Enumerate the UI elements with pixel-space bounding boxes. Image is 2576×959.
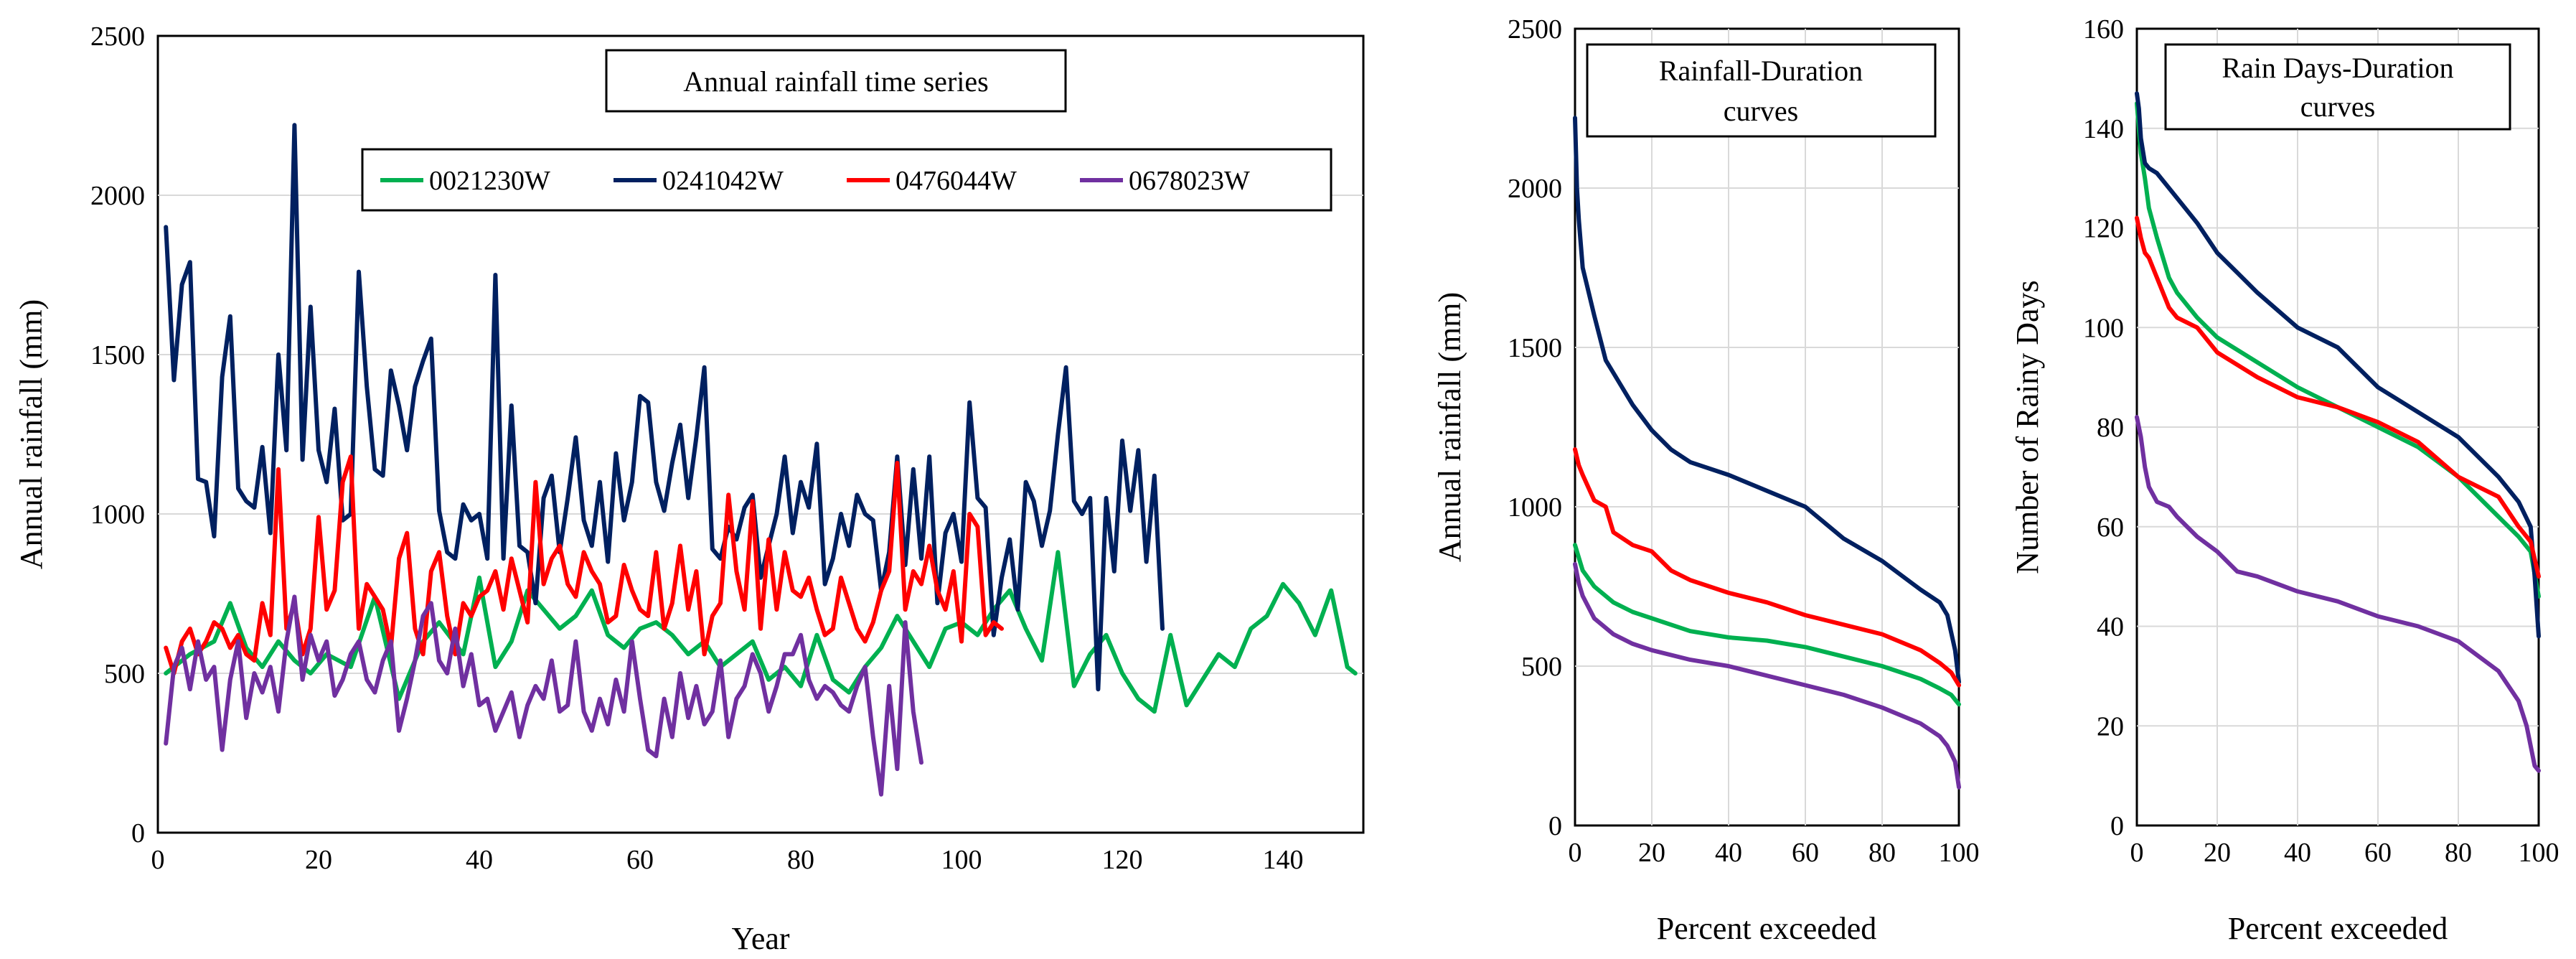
rainfall-duration-title-box: [1586, 43, 1937, 138]
rain-days-duration-chart: 0 20 40 60 80 100 0 20 40 60 80 100 120 140 160 Rain …: [2010, 14, 2559, 946]
rain-days-duration-y-tick-label: 40: [2097, 612, 2124, 642]
rain-days-duration-y-tick-label: 60: [2097, 513, 2124, 543]
rainfall-duration-y-tick-label: 1000: [1508, 492, 1562, 523]
time-series-series-line-0241042W: [164, 123, 1165, 692]
rain-days-duration-y-tick-label: 100: [2083, 313, 2124, 343]
legend-label-0021230W: 0021230W: [429, 166, 550, 196]
time-series-series-line-0476044W: [164, 454, 1004, 675]
time-series-x-tick-label: 40: [466, 845, 493, 875]
rain-days-duration-title-line-2: curves: [2300, 90, 2375, 123]
time-series-title: Annual rainfall time series: [683, 65, 988, 98]
time-series-title-box: [605, 49, 1067, 113]
rainfall-duration-x-tick-label: 40: [1715, 838, 1742, 868]
rainfall-duration-x-tick-label: 80: [1868, 838, 1896, 868]
time-series-x-tick-label: 140: [1263, 845, 1304, 875]
rainfall-duration-y-tick-label: 2500: [1508, 14, 1562, 45]
rain-days-duration-y-tick-label: 140: [2083, 114, 2124, 144]
rain-days-duration-title-line-1: Rain Days-Duration: [2222, 52, 2453, 84]
rainfall-duration-series-line-0678023W: [1573, 561, 1961, 790]
rain-days-duration-series-line-0678023W: [2135, 415, 2541, 773]
rain-days-duration-series-line-0241042W: [2135, 91, 2541, 639]
rain-days-duration-y-tick-label: 120: [2083, 214, 2124, 244]
rainfall-duration-x-tick-label: 20: [1638, 838, 1665, 868]
time-series-y-tick-label: 1500: [90, 340, 145, 370]
time-series-y-tick-label: 2500: [90, 22, 145, 52]
rainfall-duration-y-tick-label: 500: [1521, 652, 1562, 682]
time-series-y-tick-label: 1000: [90, 500, 145, 530]
legend: 0021230W 0241042W 0476044W 0678023W: [361, 148, 1332, 212]
time-series-chart: 0 20 40 60 80 100 120 140 05001000150020002500 …: [14, 22, 1365, 956]
time-series-y-tick-label: 2000: [90, 181, 145, 211]
rainfall-duration-x-tick-label: 0: [1569, 838, 1582, 868]
rain-days-duration-x-tick-label: 60: [2364, 838, 2392, 868]
rain-days-duration-y-tick-label: 0: [2110, 811, 2124, 841]
rainfall-duration-series-line-0021230W: [1573, 543, 1961, 707]
rain-days-duration-x-axis-title: Percent exceeded: [2228, 911, 2448, 946]
time-series-y-tick-label: 500: [104, 659, 145, 689]
rain-days-duration-y-tick-label: 20: [2097, 711, 2124, 742]
legend-label-0476044W: 0476044W: [896, 166, 1017, 196]
rain-days-duration-x-tick-label: 80: [2445, 838, 2472, 868]
rainfall-duration-x-tick-label: 100: [1939, 838, 1980, 868]
time-series-x-tick-label: 100: [941, 845, 982, 875]
rainfall-duration-y-tick-label: 2000: [1508, 174, 1562, 204]
rain-days-duration-y-tick-label: 160: [2083, 14, 2124, 45]
rain-days-duration-series-line-0476044W: [2135, 215, 2541, 579]
time-series-x-tick-label: 120: [1102, 845, 1143, 875]
time-series-x-tick-label: 60: [626, 845, 654, 875]
rainfall-duration-title-line-2: curves: [1724, 95, 1798, 127]
rain-days-duration-series-line-0021230W: [2135, 101, 2541, 599]
rainfall-duration-y-tick-label: 1500: [1508, 333, 1562, 363]
rainfall-duration-x-axis-title: Percent exceeded: [1657, 911, 1877, 946]
rain-days-duration-y-tick-label: 80: [2097, 413, 2124, 443]
time-series-x-tick-label: 20: [305, 845, 332, 875]
rainfall-duration-chart: 0 20 40 60 80 100 0 500 1000 1500 2000 2500 Rainfa…: [1432, 14, 1980, 946]
time-series-y-tick-label: 0: [131, 818, 145, 848]
rainfall-duration-title-line-1: Rainfall-Duration: [1659, 55, 1863, 87]
rainfall-duration-x-tick-label: 60: [1792, 838, 1819, 868]
rainfall-duration-plot-area: [1574, 27, 1960, 827]
rain-days-duration-y-axis-title: Number of Rainy Days: [2010, 280, 2045, 574]
rainfall-duration-series-line-0476044W: [1573, 447, 1961, 688]
rainfall-duration-y-tick-label: 0: [1548, 811, 1562, 841]
rainfall-duration-series-line-0241042W: [1573, 116, 1961, 685]
rainfall-duration-y-axis-title: Annual rainfall (mm): [1432, 292, 1467, 562]
time-series-x-axis-title: Year: [731, 921, 789, 956]
time-series-series-line-0678023W: [164, 594, 923, 797]
time-series-x-tick-label: 0: [151, 845, 165, 875]
legend-label-0241042W: 0241042W: [662, 166, 784, 196]
rain-days-duration-title-box: [2164, 43, 2511, 131]
legend-label-0678023W: 0678023W: [1129, 166, 1250, 196]
rain-days-duration-x-tick-label: 100: [2519, 838, 2559, 868]
rain-days-duration-x-tick-label: 40: [2284, 838, 2311, 868]
rain-days-duration-x-tick-label: 0: [2130, 838, 2144, 868]
time-series-y-axis-title: Annual rainfall (mm): [14, 299, 49, 569]
rain-days-duration-x-tick-label: 20: [2204, 838, 2231, 868]
time-series-x-tick-label: 80: [787, 845, 814, 875]
